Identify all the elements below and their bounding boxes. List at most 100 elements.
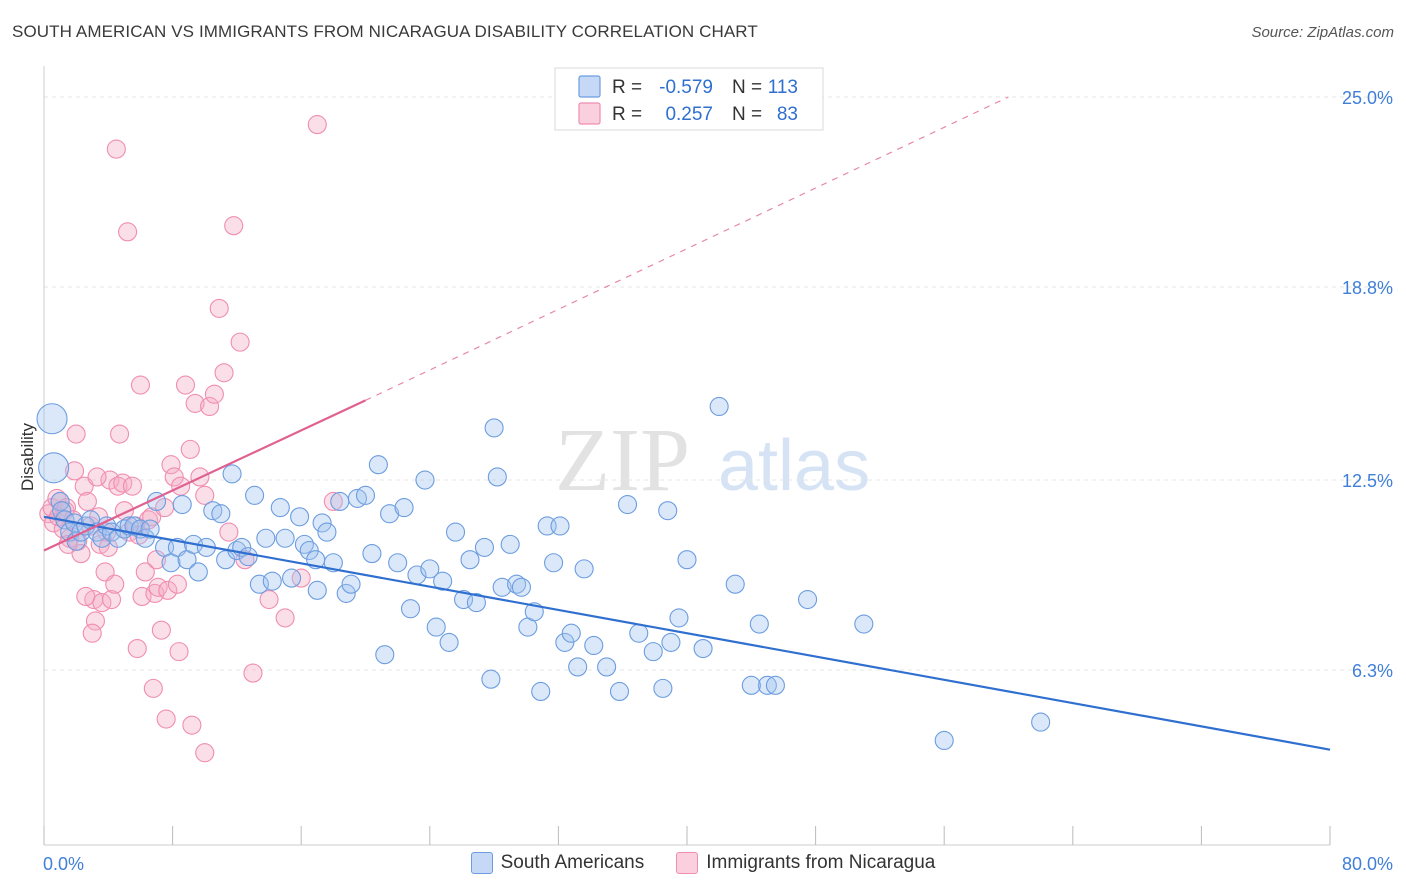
- south-american-point: [188, 562, 208, 582]
- south-american-point: [484, 418, 504, 438]
- stats-swatch-pink: [578, 102, 601, 125]
- nicaragua-point: [275, 608, 295, 628]
- south-american-point: [757, 675, 777, 695]
- south-american-point: [433, 571, 453, 591]
- nicaragua-point: [151, 620, 171, 640]
- nicaragua-point: [169, 642, 189, 662]
- x-tick-label-min: 0.0%: [43, 854, 84, 874]
- nicaragua-point: [122, 476, 142, 496]
- trend-lines: [43, 96, 1331, 751]
- south-american-point: [400, 599, 421, 619]
- south-american-point: [445, 522, 466, 542]
- nicaragua-point: [259, 589, 279, 610]
- stats-r-label-2: R =: [612, 104, 642, 125]
- nicaragua-point: [180, 439, 200, 459]
- legend-label-nicaragua: Immigrants from Nicaragua: [706, 852, 936, 873]
- nicaragua-point: [87, 467, 107, 487]
- watermark-zip: ZIP: [555, 411, 690, 510]
- nicaragua-point: [307, 115, 327, 135]
- south-american-point: [500, 534, 520, 554]
- nicaragua-point: [85, 611, 105, 631]
- stats-r-value-2: 0.257: [665, 104, 713, 125]
- south-american-point: [336, 583, 356, 603]
- south-american-point: [531, 681, 551, 701]
- nicaragua-point: [101, 589, 122, 610]
- stats-n-value-1: 113: [768, 77, 798, 98]
- south-american-point: [609, 681, 630, 701]
- south-american-point: [282, 568, 302, 588]
- stats-n-label-1: N =: [732, 77, 762, 98]
- nicaragua-point: [71, 544, 91, 564]
- south-american-point: [341, 574, 361, 594]
- y-axis-label: Disability: [18, 422, 37, 491]
- nicaragua-point: [156, 709, 176, 729]
- south-american-point: [854, 614, 874, 634]
- south-american-point: [307, 580, 327, 600]
- legend-item-nicaragua[interactable]: Immigrants from Nicaragua: [676, 852, 935, 874]
- south-american-point: [394, 498, 414, 518]
- nicaragua-point: [142, 507, 162, 527]
- south-american-point: [256, 528, 276, 548]
- legend-item-south-americans[interactable]: South Americans: [470, 852, 644, 874]
- source-label: Source: ZipAtlas.com: [1251, 24, 1394, 41]
- bottom-legend: South Americans Immigrants from Nicaragu…: [0, 852, 1406, 874]
- nicaragua-point: [127, 639, 147, 659]
- watermark: ZIP atlas: [555, 411, 870, 510]
- south-american-point: [38, 452, 70, 484]
- south-american-point: [238, 547, 258, 567]
- nicaragua-point: [106, 139, 126, 159]
- nicaragua-point: [243, 663, 263, 683]
- south-american-point: [617, 494, 638, 515]
- nicaragua-point: [161, 455, 181, 475]
- nicaragua-point: [167, 574, 187, 594]
- south-american-point: [388, 553, 408, 573]
- stats-n-value-2: 83: [777, 104, 798, 125]
- axes: [43, 66, 1331, 846]
- south-american-point: [741, 675, 761, 695]
- south-american-point: [172, 494, 192, 515]
- nicaragua-point: [74, 476, 94, 496]
- south-american-point: [426, 617, 446, 637]
- south-american-point: [725, 574, 745, 594]
- south-american-point: [466, 593, 486, 613]
- south-american-point: [323, 553, 343, 573]
- nicaragua-point: [135, 562, 155, 582]
- south-american-point: [643, 642, 663, 662]
- nicaragua-point: [82, 623, 102, 643]
- nicaragua-point: [200, 396, 220, 417]
- nicaragua-point: [77, 491, 97, 512]
- south-american-point: [415, 470, 435, 490]
- stats-r-label-1: R =: [612, 77, 642, 98]
- chart-title: SOUTH AMERICAN VS IMMIGRANTS FROM NICARA…: [12, 22, 758, 41]
- south-american-point: [550, 516, 570, 536]
- south-american-point: [36, 403, 68, 435]
- south-american-point: [568, 657, 588, 677]
- nicaragua-point: [76, 586, 96, 607]
- nicaragua-point: [323, 491, 343, 512]
- nicaragua-point: [110, 424, 130, 444]
- south-american-point: [798, 589, 818, 610]
- south-american-point: [460, 550, 480, 570]
- south-american-point: [140, 519, 160, 539]
- nicaragua-point: [224, 216, 244, 236]
- south-american-point: [330, 491, 350, 512]
- nicaragua-point: [219, 522, 239, 542]
- nicaragua-point: [143, 678, 163, 698]
- nicaragua-point: [209, 298, 229, 318]
- nicaragua-point: [185, 393, 205, 413]
- trend-line-nicaragua: [43, 399, 366, 552]
- south-american-point: [544, 553, 564, 573]
- south-american-point: [245, 485, 265, 505]
- south-american-point: [693, 639, 713, 659]
- gridlines: [44, 96, 1393, 671]
- south-american-point: [380, 504, 400, 524]
- south-american-point: [661, 632, 681, 652]
- south-american-point: [765, 675, 785, 695]
- south-american-point: [574, 559, 594, 579]
- nicaragua-point: [230, 332, 250, 352]
- south-american-point: [92, 528, 112, 548]
- south-american-point: [584, 635, 604, 656]
- nicaragua-points: [39, 115, 343, 763]
- south-american-point: [375, 645, 395, 665]
- stats-r-value-1: -0.579: [659, 77, 713, 98]
